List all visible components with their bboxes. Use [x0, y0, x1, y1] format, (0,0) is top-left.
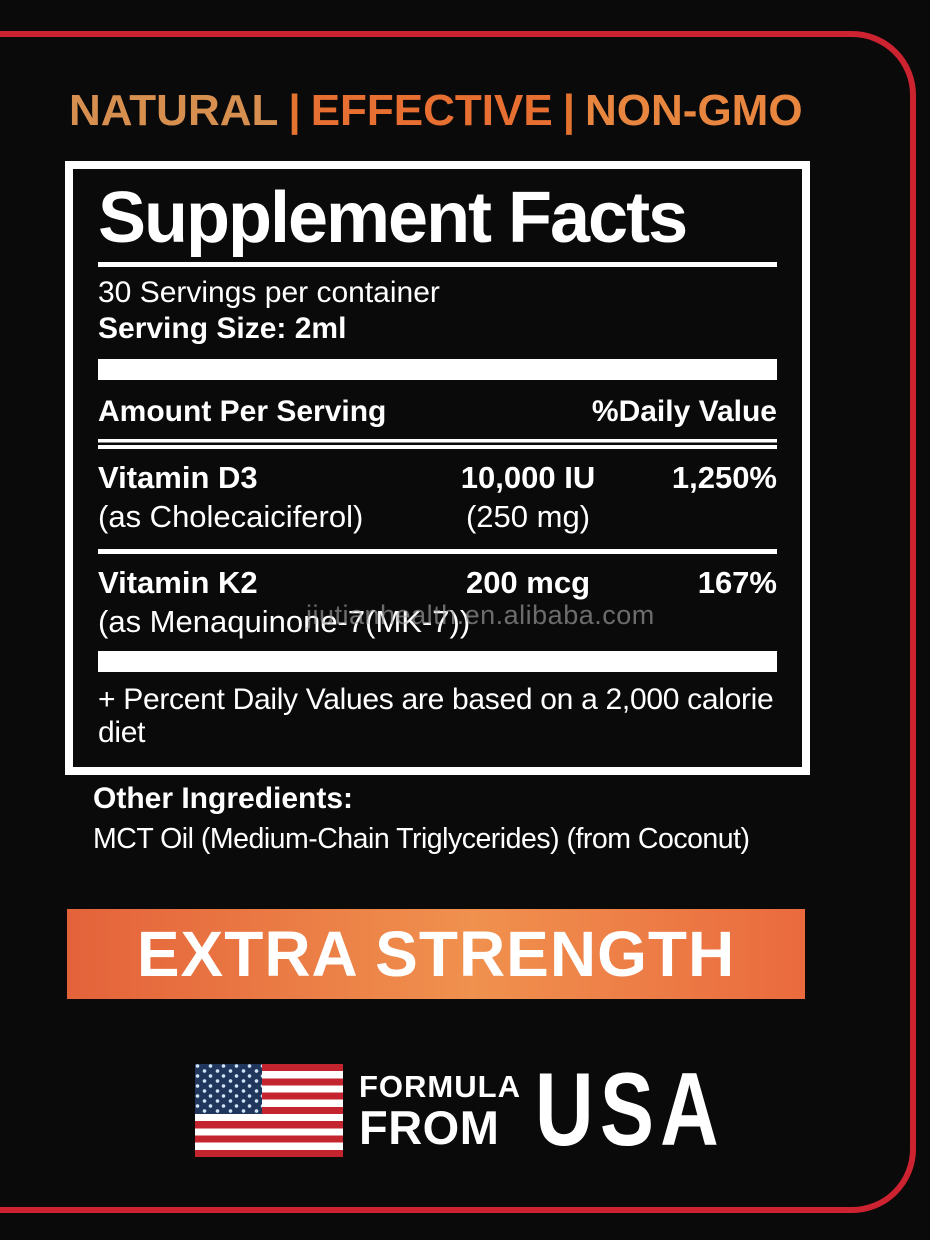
label-red-frame — [0, 31, 916, 1213]
amount-per-serving-header: Amount Per Serving — [98, 394, 387, 428]
supplement-facts-panel: Supplement Facts 30 Servings per contain… — [65, 161, 810, 775]
other-ingredients-value: MCT Oil (Medium-Chain Triglycerides) (fr… — [93, 823, 750, 855]
formula-from-block: FORMULA FROM — [359, 1069, 521, 1154]
nutrient-daily-value: 167% — [697, 565, 777, 601]
header-divider — [98, 438, 777, 449]
thick-divider-bar — [98, 651, 777, 673]
tagline-natural: NATURAL — [69, 86, 279, 135]
title-divider — [98, 261, 777, 267]
other-ingredients-label: Other Ingredients: — [93, 782, 354, 815]
nutrient-daily-value: 1,250% — [671, 459, 777, 495]
tagline-separator: | — [562, 86, 576, 135]
extra-strength-banner: EXTRA STRENGTH — [67, 909, 805, 999]
formula-label: FORMULA — [359, 1069, 521, 1105]
country-label: USA — [534, 1052, 725, 1168]
other-ingredients: Other Ingredients: MCT Oil (Medium-Chain… — [93, 781, 813, 856]
row-divider — [98, 549, 777, 555]
daily-value-footnote: + Percent Daily Values are based on a 2,… — [98, 683, 774, 749]
nutrient-source: (as Cholecaiciferol) — [98, 498, 364, 534]
nutrient-name: Vitamin K2 — [98, 565, 258, 601]
nutrient-source-amount: (250 mg) — [465, 498, 591, 534]
tagline-non-gmo: NON-GMO — [585, 86, 803, 135]
usa-flag-icon — [195, 1064, 343, 1158]
daily-value-header: %Daily Value — [591, 394, 777, 428]
nutrient-amount: 10,000 IU — [460, 459, 596, 495]
servings-per-container: 30 Servings per container — [98, 275, 440, 309]
nutrient-name: Vitamin D3 — [98, 459, 258, 495]
nutrient-row-vitamin-d3: Vitamin D3 10,000 IU 1,250% (as Cholecai… — [98, 460, 777, 534]
watermark-text: jiutianhealth.en.alibaba.com — [306, 600, 655, 630]
usa-flag-canton — [195, 1064, 262, 1115]
nutrient-amount: 200 mcg — [465, 565, 591, 601]
tagline: NATURAL | EFFECTIVE | NON-GMO — [69, 86, 803, 136]
nutrient-row-vitamin-k2: Vitamin K2 200 mcg 167% (as Menaquinone-… — [98, 565, 777, 639]
thick-divider-bar — [98, 358, 777, 380]
tagline-separator: | — [288, 86, 301, 135]
tagline-effective: EFFECTIVE — [310, 86, 553, 135]
supplement-facts-title: Supplement Facts — [98, 178, 688, 258]
facts-column-header: Amount Per Serving %Daily Value — [98, 395, 777, 428]
extra-strength-text: EXTRA STRENGTH — [136, 918, 736, 990]
origin-section: FORMULA FROM USA — [195, 1052, 779, 1168]
serving-size: Serving Size: 2ml — [98, 311, 347, 345]
from-label: FROM — [359, 1100, 500, 1154]
